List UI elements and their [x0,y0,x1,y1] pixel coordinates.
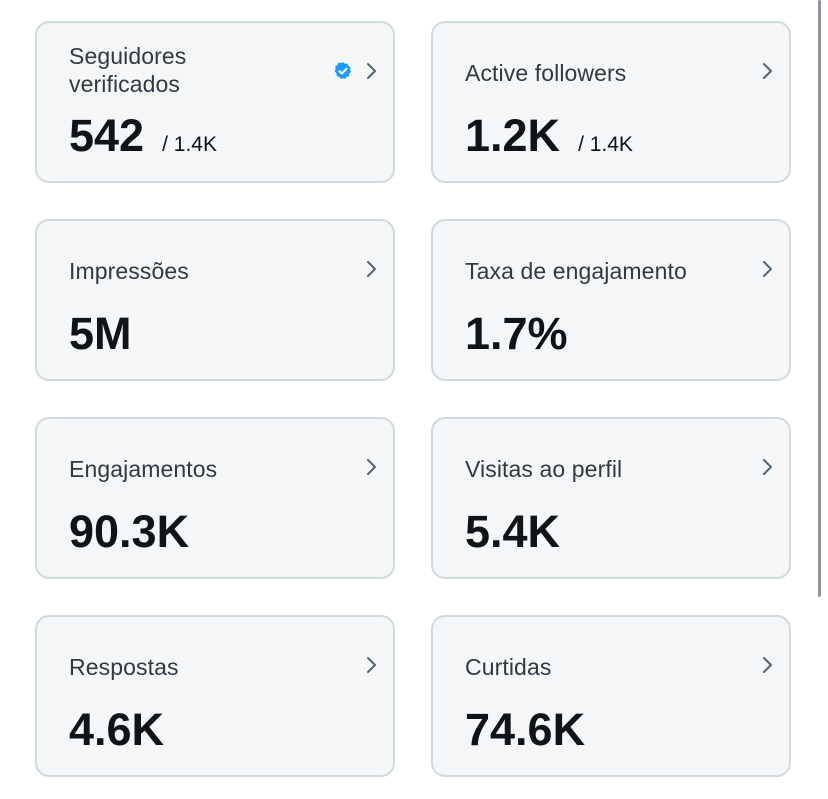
metric-total: / 1.4K [578,133,633,156]
metric-value-row: 1.2K / 1.4K [465,112,633,160]
metric-card-active-followers[interactable]: Active followers 1.2K / 1.4K [431,21,791,183]
metric-card-likes[interactable]: Curtidas 74.6K [431,615,791,777]
chevron-right-icon [763,459,772,475]
metric-value: 5.4K [465,506,561,557]
chevron-right-icon [763,261,772,277]
chevron-right-icon [367,657,376,673]
metric-value: 1.7% [465,308,568,359]
metric-label: Respostas [69,654,179,680]
metric-value: 1.2K [465,110,561,161]
metric-value: 4.6K [69,704,165,755]
metric-value: 542 [69,110,145,161]
verified-badge-icon [334,62,351,79]
chevron-right-icon [367,63,376,79]
metric-value-row: 4.6K [69,706,164,754]
metric-value-row: 542 / 1.4K [69,112,217,160]
metric-total: / 1.4K [162,133,217,156]
metric-card-verified-followers[interactable]: Seguidores verificados 542 / 1.4K [35,21,395,183]
metric-card-replies[interactable]: Respostas 4.6K [35,615,395,777]
metric-value: 5M [69,308,132,359]
chevron-right-icon [763,63,772,79]
metric-value-row: 1.7% [465,310,568,358]
metric-value: 90.3K [69,506,190,557]
metric-label: Seguidores verificados [69,43,187,97]
metric-card-profile-visits[interactable]: Visitas ao perfil 5.4K [431,417,791,579]
metric-value-row: 74.6K [465,706,585,754]
chevron-right-icon [367,459,376,475]
metric-label: Taxa de engajamento [465,258,687,284]
chevron-right-icon [367,261,376,277]
metric-value: 74.6K [465,704,586,755]
metric-value-row: 5.4K [465,508,560,556]
metric-label: Active followers [465,60,627,86]
metric-card-engagements[interactable]: Engajamentos 90.3K [35,417,395,579]
metric-label: Visitas ao perfil [465,456,623,482]
metric-value-row: 90.3K [69,508,189,556]
metric-label: Engajamentos [69,456,218,482]
metric-label: Curtidas [465,654,552,680]
metric-value-row: 5M [69,310,132,358]
metric-card-impressions[interactable]: Impressões 5M [35,219,395,381]
scrollbar[interactable] [818,0,821,597]
chevron-right-icon [763,657,772,673]
metric-card-engagement-rate[interactable]: Taxa de engajamento 1.7% [431,219,791,381]
metric-label: Impressões [69,258,189,284]
